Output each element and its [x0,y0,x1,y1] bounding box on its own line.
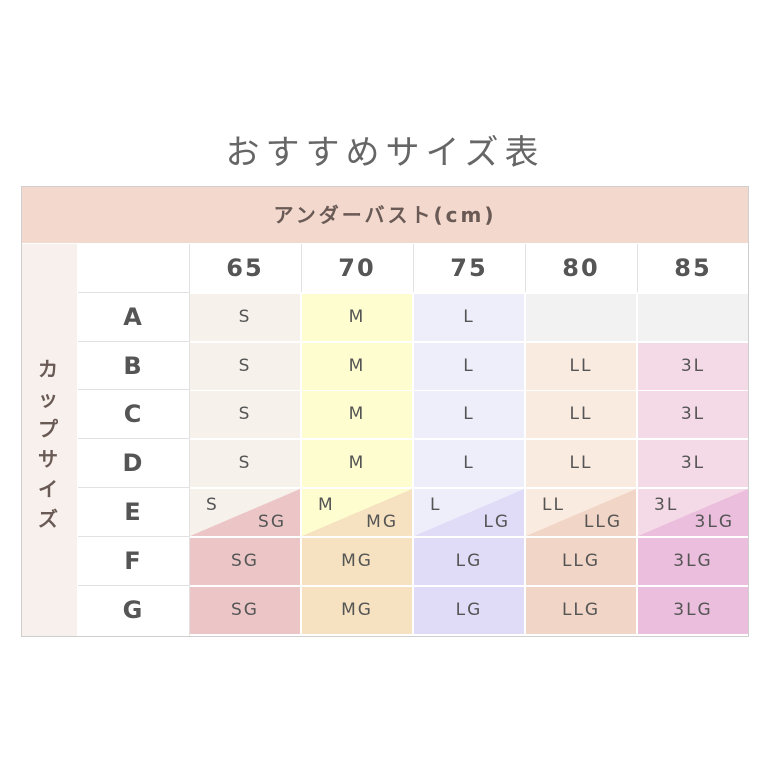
size-cell: L [414,391,524,438]
row-label-B: B [123,352,144,380]
size-cell: LG [414,538,524,585]
size-cell: SG [190,538,300,585]
size-label-g: MG [366,512,398,532]
size-cell: S SG [190,489,300,536]
size-label: 3L [654,495,679,515]
size-cell: S [190,343,300,390]
size-cell [526,294,636,341]
size-cell: M [302,440,412,487]
size-label: LL [542,495,565,515]
size-cell: LL LLG [526,489,636,536]
divider [78,536,189,537]
size-cell: MG [302,538,412,585]
divider [413,244,414,292]
column-header-65: 65 [226,254,264,282]
column-header-85: 85 [674,254,712,282]
size-label-g: LLG [583,512,622,532]
size-cell: 3L [638,440,748,487]
divider [78,341,189,342]
size-cell: M [302,391,412,438]
size-cell: 3LG [638,587,748,634]
size-label: L [430,495,442,515]
column-header-80: 80 [562,254,600,282]
size-cell: 3L [638,343,748,390]
size-label-g: SG [258,512,286,532]
row-label-E: E [124,498,143,526]
divider [78,389,189,390]
size-label-g: LG [483,512,510,532]
divider [637,244,638,292]
page-title: おすすめサイズ表 [225,133,545,173]
size-cell: L [414,343,524,390]
size-cell: S [190,440,300,487]
column-header-70: 70 [338,254,376,282]
row-label-G: G [122,596,145,624]
size-cell: LL [526,391,636,438]
size-table: アンダーバスト(cm) カップサイズ 65 70 75 80 85 A S M L B S M L LL 3… [21,186,749,637]
row-label-C: C [123,400,144,428]
cup-size-label: カップサイズ [38,357,58,531]
size-cell: S [190,294,300,341]
divider [525,244,526,292]
row-label-D: D [122,449,145,477]
size-label-g: 3LG [694,512,734,532]
size-cell: LL [526,343,636,390]
size-cell: M [302,343,412,390]
divider [78,585,189,586]
size-label: S [206,495,219,515]
size-cell: 3L [638,391,748,438]
size-cell: LLG [526,587,636,634]
size-cell [638,294,748,341]
size-cell: S [190,391,300,438]
cup-size-column: カップサイズ [22,244,77,636]
divider [189,244,190,292]
size-cell: L [414,294,524,341]
size-cell: M MG [302,489,412,536]
divider [189,292,190,636]
divider [301,244,302,292]
size-cell: L LG [414,489,524,536]
size-cell: 3LG [638,538,748,585]
divider [78,487,189,488]
size-label: M [318,495,335,515]
size-cell: LL [526,440,636,487]
size-cell: L [414,440,524,487]
size-cell: LLG [526,538,636,585]
underbust-header: アンダーバスト(cm) [22,187,748,243]
size-cell: LG [414,587,524,634]
row-label-F: F [124,547,143,575]
row-label-A: A [123,303,144,331]
size-cell: M [302,294,412,341]
divider [78,438,189,439]
size-cell: SG [190,587,300,634]
size-cell: MG [302,587,412,634]
column-header-75: 75 [450,254,488,282]
size-cell: 3L 3LG [638,489,748,536]
divider [78,292,189,293]
